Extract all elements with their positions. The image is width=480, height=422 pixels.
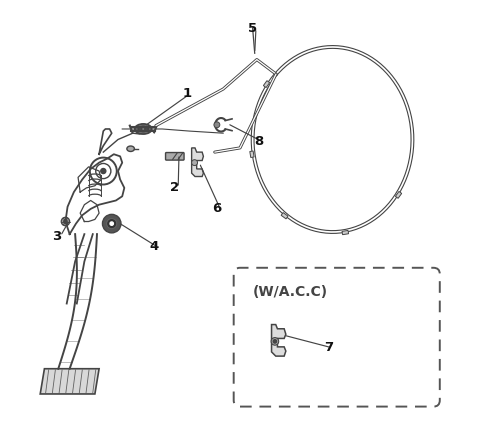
Polygon shape [272, 325, 286, 356]
Ellipse shape [142, 128, 145, 130]
Circle shape [102, 214, 121, 233]
Polygon shape [264, 81, 270, 87]
Circle shape [101, 168, 106, 173]
Ellipse shape [138, 126, 148, 132]
Text: 3: 3 [52, 230, 61, 243]
Circle shape [61, 217, 70, 226]
Text: 5: 5 [248, 22, 257, 35]
Polygon shape [250, 151, 254, 157]
Text: 4: 4 [149, 240, 158, 253]
Circle shape [214, 122, 220, 128]
Circle shape [64, 220, 67, 223]
Circle shape [271, 338, 279, 345]
Polygon shape [40, 369, 99, 394]
Circle shape [192, 160, 197, 165]
Circle shape [107, 219, 117, 229]
Polygon shape [342, 230, 348, 235]
Text: 8: 8 [254, 135, 264, 148]
Text: 1: 1 [183, 87, 192, 100]
Text: 7: 7 [324, 341, 333, 354]
Polygon shape [281, 213, 288, 219]
Text: 6: 6 [212, 203, 221, 215]
Circle shape [110, 222, 113, 225]
Circle shape [273, 340, 276, 343]
Polygon shape [192, 148, 204, 176]
Text: 2: 2 [170, 181, 180, 195]
FancyBboxPatch shape [166, 152, 184, 160]
Polygon shape [396, 192, 402, 198]
Ellipse shape [127, 146, 134, 151]
Text: (W/A.C.C): (W/A.C.C) [252, 284, 328, 299]
Ellipse shape [135, 124, 152, 134]
